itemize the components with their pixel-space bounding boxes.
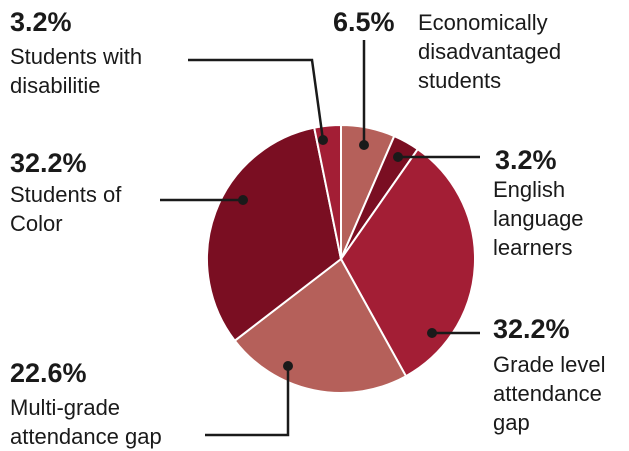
leader-dot	[318, 135, 328, 145]
pie-slice	[339, 147, 476, 378]
pie-slice	[313, 123, 342, 260]
value-label: 6.5%	[333, 7, 395, 37]
leader-dot	[393, 152, 403, 162]
value-label: 3.2%	[495, 145, 557, 175]
value-label: 3.2%	[10, 7, 72, 37]
leader-line	[188, 58, 325, 141]
value-label: 22.6%	[10, 358, 87, 388]
category-label: Multi-grade attendance gap	[10, 395, 162, 449]
leader-dot	[359, 140, 369, 150]
leader-line	[205, 366, 290, 437]
category-label: Economically disadvantaged students	[418, 10, 562, 93]
category-label: Students of Color	[10, 182, 122, 236]
category-label: Grade level attendance gap	[493, 352, 606, 435]
category-label: Students with disabilitie	[10, 44, 143, 98]
pie-slice	[233, 257, 408, 394]
leader-dot	[283, 361, 293, 371]
value-label: 32.2%	[10, 148, 87, 178]
leader-dot	[238, 195, 248, 205]
value-label: 32.2%	[493, 314, 570, 344]
category-label: English language learners	[493, 177, 584, 260]
pie-slice	[206, 126, 343, 343]
leader-dot	[427, 328, 437, 338]
